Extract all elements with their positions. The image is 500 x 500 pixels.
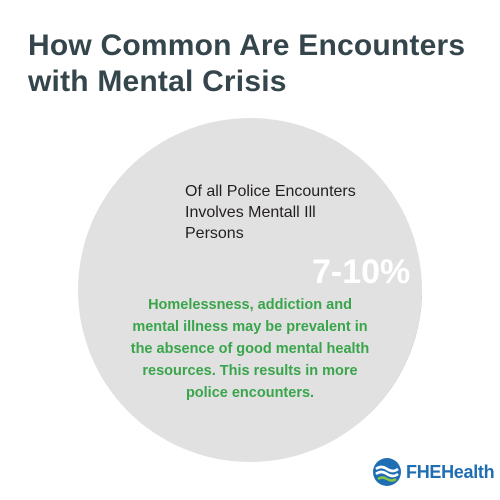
note-line: Homelessness, addiction and	[148, 297, 352, 313]
logo-text-health: Health	[441, 461, 495, 482]
pie-description-line: Involves Mentall Ill	[185, 204, 316, 221]
waves-icon	[373, 458, 401, 486]
brand-logo: FHEHealth	[372, 455, 495, 489]
explanatory-note: Homelessness, addiction and mental illne…	[100, 294, 400, 404]
note-line: police encounters.	[185, 385, 315, 401]
logo-text-fhe: FHE	[406, 461, 442, 482]
highlight-percentage-label: 7-10%	[312, 253, 411, 291]
pie-description-line: Of all Police Encounters	[185, 183, 356, 200]
pie-description: Of all Police Encounters Involves Mental…	[185, 181, 385, 244]
note-line: resources. This results in more	[142, 363, 358, 379]
note-line: the absence of good mental health	[130, 341, 370, 357]
title-line-2: with Mental Crisis	[28, 65, 287, 98]
pie-description-line: Persons	[185, 225, 244, 242]
page-title: How Common Are Encounters with Mental Cr…	[28, 28, 488, 100]
pie-lower-area	[100, 288, 422, 428]
title-line-1: How Common Are Encounters	[28, 29, 466, 62]
note-line: mental illness may be prevalent in	[132, 319, 368, 335]
logo-text: FHEHealth	[406, 461, 495, 483]
